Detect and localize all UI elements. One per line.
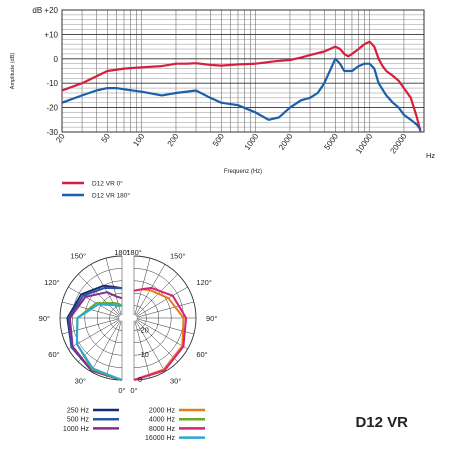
polar-angle-label: 90° (39, 314, 50, 323)
polar-angle-label: 30° (75, 376, 86, 385)
polar-angle-label: 60° (48, 350, 59, 359)
polar-spoke (90, 264, 121, 316)
y-tick-label: dB +20 (32, 6, 58, 15)
polar-r-label: 0 (138, 375, 142, 384)
y-axis-label: Amplitude (dB) (10, 53, 16, 90)
x-tick-label: 5000 (322, 132, 340, 152)
polar-legend-label: 4000 Hz (149, 417, 176, 424)
polar-spoke (136, 286, 188, 317)
polar-spoke (68, 286, 120, 317)
polar-legend-label: 250 Hz (67, 408, 90, 415)
y-tick-label: -30 (46, 128, 58, 137)
y-tick-label: -20 (46, 104, 58, 113)
polar-series (68, 291, 123, 381)
x-tick-label: 20000 (388, 132, 408, 156)
frequency-grid (61, 9, 425, 133)
y-tick-label: 0 (54, 55, 59, 64)
x-tick-label: 200 (166, 132, 181, 149)
polar-spoke (136, 301, 194, 318)
x-tick-label: 2000 (277, 132, 295, 152)
x-unit-label: Hz (426, 151, 435, 160)
polar-angle-label: 180° (126, 248, 142, 257)
polar-r-label: -10 (138, 350, 149, 359)
polar-legend-label: 2000 Hz (149, 408, 176, 415)
y-tick-label: +10 (44, 30, 58, 39)
polar-angle-label: 90° (206, 314, 217, 323)
polar-spoke (68, 319, 120, 350)
x-tick-label: 10000 (354, 132, 374, 156)
model-label: D12 VR (355, 414, 408, 431)
x-tick-label: 100 (131, 132, 146, 149)
polar-angle-label: 150° (70, 252, 86, 261)
polar-spoke (136, 319, 188, 350)
polar-r-label: -20 (138, 325, 149, 334)
polar-spoke (134, 320, 151, 378)
legend-label: D12 VR 180° (92, 192, 130, 200)
polar-angle-label: 120° (196, 278, 212, 287)
plot-frame (61, 9, 425, 133)
x-tick-label: 50 (100, 132, 113, 145)
polar-legend-label: 16000 Hz (145, 435, 175, 442)
polar-spoke (134, 258, 151, 316)
polar-angle-label: 60° (196, 350, 207, 359)
polar-series (133, 286, 188, 381)
polar-spoke (135, 320, 166, 372)
polar-angle-label: 180° (114, 248, 130, 257)
polar-angle-label: 30° (170, 376, 181, 385)
polar-spoke (90, 320, 121, 372)
polar-spoke (77, 273, 121, 317)
series-line (61, 57, 422, 131)
series-line (61, 40, 422, 133)
y-tick-label: -10 (46, 79, 58, 88)
polar-series (75, 303, 123, 381)
polar-spoke (105, 320, 122, 378)
polar-spoke (135, 273, 179, 317)
polar-chart (59, 255, 197, 381)
x-tick-label: 500 (211, 132, 226, 149)
legend-label: D12 VR 0° (92, 180, 123, 188)
polar-spoke (135, 319, 179, 363)
polar-angle-label: 120° (44, 278, 60, 287)
x-tick-label: 1000 (243, 132, 261, 152)
polar-angle-label: 0° (118, 386, 125, 395)
polar-angle-label: 0° (130, 386, 137, 395)
polar-legend-label: 8000 Hz (149, 426, 176, 433)
polar-legend-label: 500 Hz (67, 417, 90, 424)
polar-angle-label: 150° (170, 252, 186, 261)
polar-legend-label: 1000 Hz (63, 426, 90, 433)
x-axis-label: Frequenz (Hz) (224, 169, 262, 175)
